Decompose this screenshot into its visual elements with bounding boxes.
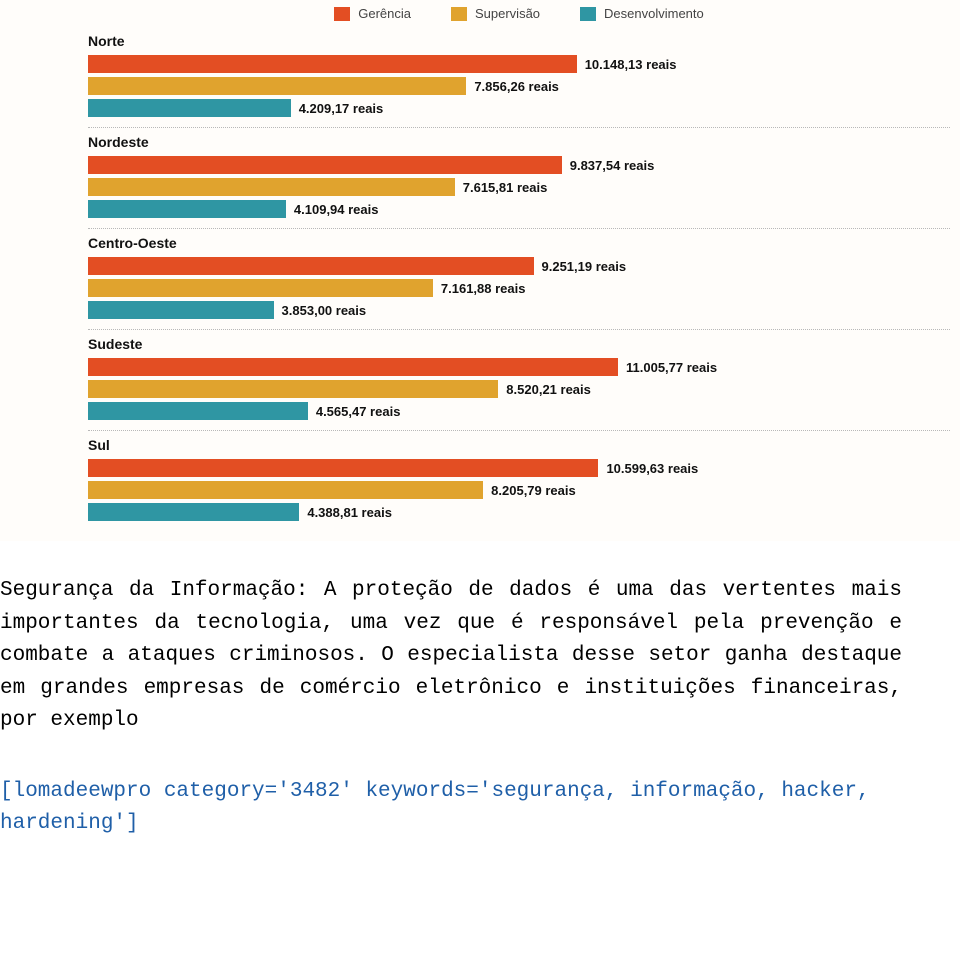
bar-desenvolvimento [88,301,274,319]
group-label: Nordeste [88,134,950,150]
bar-row: 11.005,77 reais [88,356,950,378]
group-label: Sudeste [88,336,950,352]
chart-group: Norte 10.148,13 reais 7.856,26 reais 4.209,… [88,27,950,127]
bar-value-label: 11.005,77 reais [626,360,717,375]
bar-desenvolvimento [88,200,286,218]
bar-row: 4.565,47 reais [88,400,950,422]
legend-label: Gerência [358,6,411,21]
article-shortcode: [lomadeewpro category='3482' keywords='s… [0,776,902,841]
group-label: Centro-Oeste [88,235,950,251]
chart-group: Nordeste 9.837,54 reais 7.615,81 reais 4.10… [88,127,950,228]
bar-row: 7.615,81 reais [88,176,950,198]
legend-swatch [451,7,467,21]
bar-desenvolvimento [88,503,299,521]
bar-value-label: 9.251,19 reais [542,259,627,274]
bar-row: 9.837,54 reais [88,154,950,176]
bar-value-label: 10.599,63 reais [606,461,698,476]
group-label: Norte [88,33,950,49]
bar-row: 8.205,79 reais [88,479,950,501]
bar-value-label: 4.388,81 reais [307,505,392,520]
bar-value-label: 7.615,81 reais [463,180,548,195]
bar-row: 7.856,26 reais [88,75,950,97]
bar-gerencia [88,459,598,477]
group-label: Sul [88,437,950,453]
bar-value-label: 4.565,47 reais [316,404,401,419]
legend-label: Supervisão [475,6,540,21]
bar-row: 8.520,21 reais [88,378,950,400]
bar-value-label: 8.205,79 reais [491,483,576,498]
legend-swatch [580,7,596,21]
bar-value-label: 7.161,88 reais [441,281,526,296]
bar-supervisao [88,481,483,499]
bar-row: 10.148,13 reais [88,53,950,75]
bar-row: 4.388,81 reais [88,501,950,523]
bar-value-label: 4.209,17 reais [299,101,384,116]
bar-value-label: 10.148,13 reais [585,57,677,72]
chart-legend: Gerência Supervisão Desenvolvimento [88,6,950,21]
bar-row: 9.251,19 reais [88,255,950,277]
chart-group: Sudeste 11.005,77 reais 8.520,21 reais 4.56… [88,329,950,430]
bar-value-label: 4.109,94 reais [294,202,379,217]
bar-row: 4.109,94 reais [88,198,950,220]
legend-swatch [334,7,350,21]
bar-gerencia [88,55,577,73]
bar-row: 7.161,88 reais [88,277,950,299]
bar-value-label: 7.856,26 reais [474,79,559,94]
bar-row: 4.209,17 reais [88,97,950,119]
salary-chart: Gerência Supervisão Desenvolvimento Norte 1… [0,0,960,541]
bar-gerencia [88,257,534,275]
bar-supervisao [88,178,455,196]
legend-item: Gerência [334,6,411,21]
bar-gerencia [88,358,618,376]
bar-value-label: 3.853,00 reais [282,303,367,318]
article-body: Segurança da Informação: A proteção de d… [0,541,930,748]
bar-gerencia [88,156,562,174]
chart-group: Sul 10.599,63 reais 8.205,79 reais 4.388,81… [88,430,950,531]
bar-supervisao [88,380,498,398]
bar-desenvolvimento [88,99,291,117]
bar-row: 10.599,63 reais [88,457,950,479]
bar-row: 3.853,00 reais [88,299,950,321]
legend-item: Supervisão [451,6,540,21]
legend-label: Desenvolvimento [604,6,704,21]
bar-desenvolvimento [88,402,308,420]
chart-group: Centro-Oeste 9.251,19 reais 7.161,88 reais… [88,228,950,329]
bar-supervisao [88,279,433,297]
legend-item: Desenvolvimento [580,6,704,21]
bar-value-label: 9.837,54 reais [570,158,655,173]
bar-supervisao [88,77,466,95]
bar-value-label: 8.520,21 reais [506,382,591,397]
